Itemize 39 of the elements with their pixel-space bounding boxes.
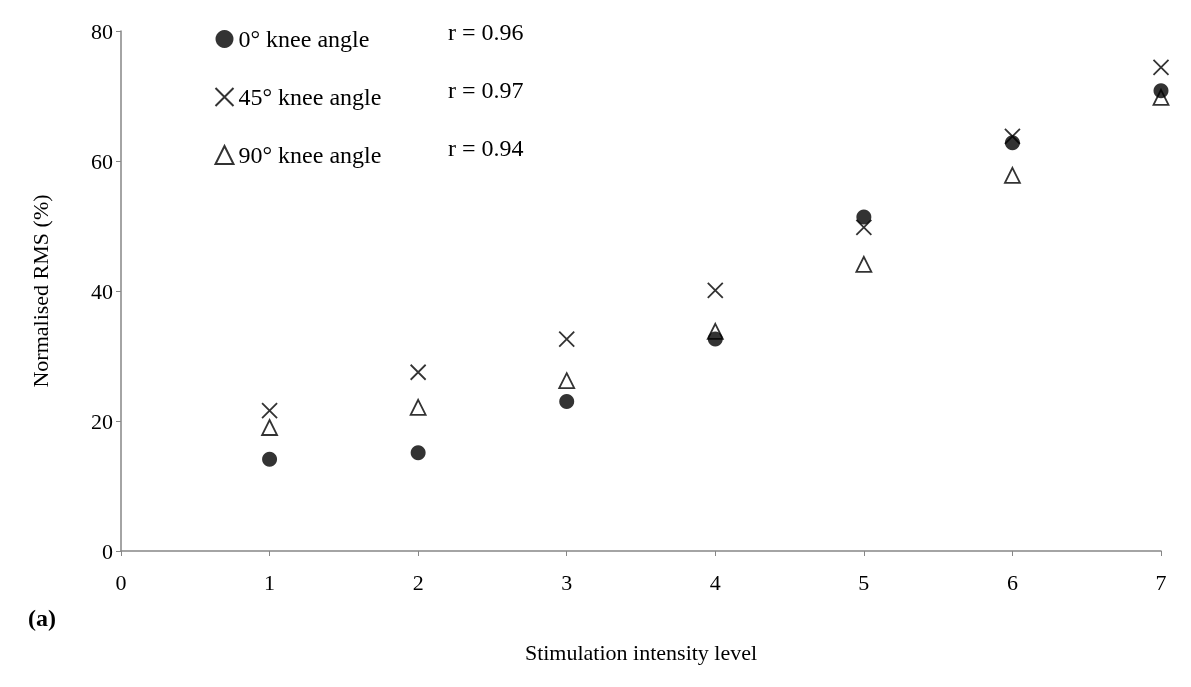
point bbox=[558, 372, 576, 390]
legend-label: 45° knee angle bbox=[238, 84, 382, 110]
point bbox=[261, 419, 278, 436]
x-tick-label: 5 bbox=[858, 569, 870, 595]
point bbox=[559, 394, 575, 409]
y-tick-label: 40 bbox=[91, 278, 113, 304]
x-axis-title: Stimulation intensity level bbox=[524, 639, 758, 665]
x-tick-label: 1 bbox=[264, 569, 276, 595]
point bbox=[410, 445, 426, 461]
legend-label: 0° knee angle bbox=[238, 26, 370, 52]
point bbox=[706, 281, 724, 299]
x-tick-label: 7 bbox=[1155, 569, 1167, 595]
x-tick-label: 3 bbox=[561, 569, 573, 595]
annotation: r = 0.94 bbox=[448, 135, 524, 161]
annotation: r = 0.97 bbox=[448, 77, 524, 103]
y-tick-label: 60 bbox=[91, 148, 113, 174]
y-tick-label: 20 bbox=[91, 408, 113, 434]
point bbox=[1004, 166, 1021, 184]
y-tick-label: 0 bbox=[102, 538, 113, 564]
y-axis-title: Normalised RMS (%) bbox=[27, 194, 53, 388]
x-tick-label: 2 bbox=[412, 569, 424, 595]
y-tick-label: 80 bbox=[91, 18, 113, 44]
point bbox=[409, 398, 427, 416]
point bbox=[558, 330, 576, 348]
point bbox=[855, 218, 873, 236]
point bbox=[856, 209, 872, 225]
annotation: r = 0.96 bbox=[448, 19, 524, 45]
point bbox=[706, 322, 724, 340]
point bbox=[1152, 59, 1170, 76]
point bbox=[1004, 127, 1021, 145]
legend-label: 90° knee angle bbox=[238, 142, 382, 168]
point bbox=[409, 363, 427, 381]
point bbox=[261, 402, 278, 419]
point bbox=[262, 451, 278, 467]
point bbox=[855, 255, 873, 273]
text: (a) bbox=[28, 605, 56, 631]
point bbox=[1152, 88, 1170, 106]
x-tick-label: 6 bbox=[1006, 569, 1018, 595]
x-tick-label: 4 bbox=[709, 569, 721, 595]
